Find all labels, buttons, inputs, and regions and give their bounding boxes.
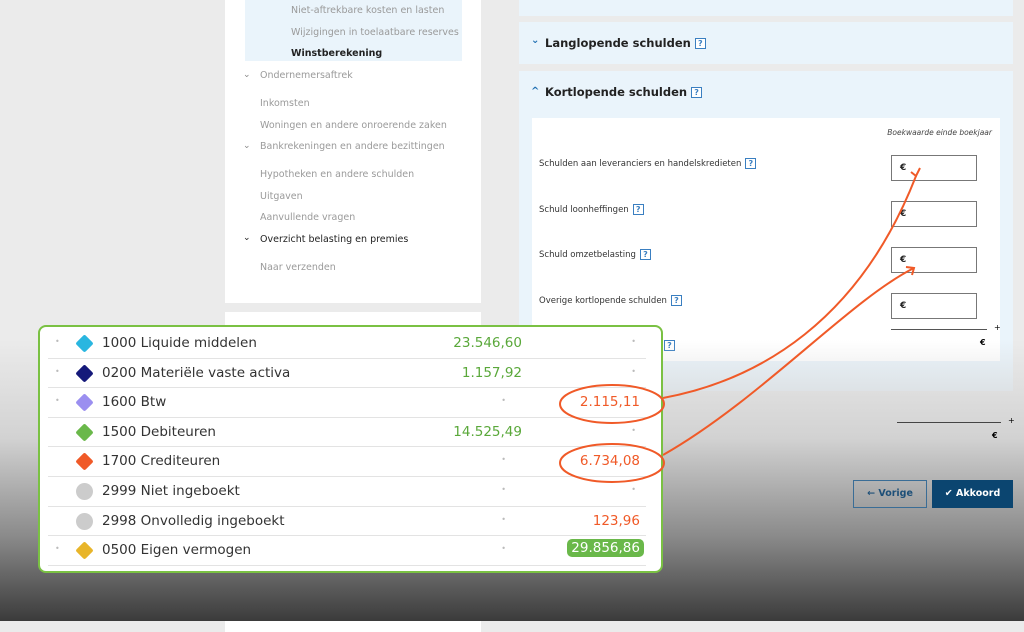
help-icon[interactable]: ? [639, 249, 651, 260]
arrow-btw [662, 175, 917, 399]
dot-icon: • [501, 514, 506, 524]
form-box: Boekwaarde einde boekjaar Schulden aan l… [532, 118, 1001, 361]
account-row[interactable]: • 1000 Liquide middelen 23.546,60 • [48, 329, 646, 359]
section-title: Langlopende schulden [545, 36, 691, 50]
nav-group[interactable]: Bankrekeningen en andere bezittingen [260, 141, 445, 152]
column-header: Boekwaarde einde boekjaar [887, 128, 992, 137]
dot-icon: • [501, 396, 506, 406]
section-panel [519, 0, 1013, 16]
account-row[interactable]: 2998 Onvolledig ingeboekt • 123,96 [48, 507, 646, 537]
diamond-icon [75, 334, 94, 353]
field-label: Schuld loonheffingen [539, 205, 629, 215]
chevron-down-icon: ⌄ [243, 141, 251, 151]
field-label: Overige kortlopende schulden [539, 296, 667, 306]
account-name: 1600 Btw [102, 394, 167, 411]
dot-icon: • [501, 485, 506, 494]
dot-icon: • [631, 485, 636, 494]
nav-item[interactable]: Wijzigingen in toelaatbare reserves [291, 27, 459, 38]
help-icon[interactable]: ? [694, 38, 706, 49]
help-icon[interactable]: ? [745, 158, 757, 169]
nav-group[interactable]: Overzicht belasting en premies [260, 234, 409, 245]
arrowhead [910, 167, 921, 178]
sidebar-nav: Niet-aftrekbare kosten en lasten Wijzigi… [225, 0, 481, 303]
plus-sign: + [1008, 416, 1015, 425]
nav-item[interactable]: Hypotheken en andere schulden [260, 169, 415, 180]
nav-group[interactable]: Ondernemersaftrek [260, 70, 353, 81]
account-row[interactable]: 1700 Crediteuren • 6.734,08 [48, 447, 646, 477]
account-name: 2998 Onvolledig ingeboekt [102, 512, 285, 529]
account-name: 1500 Debiteuren [102, 423, 216, 440]
credit-value: 6.734,08 [579, 453, 640, 470]
chevron-down-icon: ⌄ [243, 70, 251, 80]
nav-item-active[interactable]: Winstberekening [291, 48, 383, 59]
dot-icon: • [55, 396, 60, 406]
field-label: Schuld omzetbelasting [539, 250, 636, 260]
diamond-icon [75, 541, 94, 560]
nav-highlight [245, 0, 462, 61]
circle-icon [76, 483, 93, 500]
dot-icon: • [55, 366, 60, 376]
field-label: Schulden aan leveranciers en handelskred… [539, 159, 742, 169]
nav-item[interactable]: Naar verzenden [260, 262, 336, 273]
omzetbelasting-input[interactable]: € [891, 247, 977, 273]
account-row[interactable]: • 0500 Eigen vermogen • 29.856,86 [48, 536, 646, 566]
overige-input[interactable]: € [891, 293, 977, 319]
loonheffingen-input[interactable]: € [891, 201, 977, 227]
section-langlopende-schulden[interactable]: ⌄ Langlopende schulden? [519, 22, 1013, 64]
account-name: 0500 Eigen vermogen [102, 542, 252, 559]
nav-item[interactable]: Aanvullende vragen [260, 212, 356, 223]
nav-item[interactable]: Niet-aftrekbare kosten en lasten [291, 5, 445, 16]
section-title: Kortlopende schulden [545, 85, 688, 99]
help-icon[interactable]: ? [691, 87, 703, 98]
account-row[interactable]: 2999 Niet ingeboekt • • [48, 477, 646, 507]
leveranciers-input[interactable]: € [891, 155, 977, 181]
sum-line [891, 329, 987, 330]
diamond-icon [75, 423, 94, 442]
nav-item[interactable]: Woningen en andere onroerende zaken [260, 120, 447, 131]
dot-icon: • [501, 455, 506, 465]
account-row[interactable]: 1500 Debiteuren 14.525,49 • [48, 418, 646, 448]
plus-sign: + [994, 323, 1001, 332]
diamond-icon [75, 363, 94, 383]
debit-value: 23.546,60 [453, 335, 522, 351]
credit-value: 2.115,11 [579, 394, 640, 411]
dot-icon: • [631, 425, 636, 435]
account-name: 1700 Crediteuren [102, 453, 221, 470]
arrow-crediteuren [662, 267, 915, 456]
chevron-down-icon: ⌄ [243, 233, 251, 243]
account-row[interactable]: • 0200 Materiële vaste activa 1.157,92 • [48, 359, 646, 389]
ledger-card: • 1000 Liquide middelen 23.546,60 • • 0200 Ma… [38, 325, 663, 573]
arrowhead [905, 266, 916, 276]
credit-value: 29.856,86 [567, 539, 644, 558]
dot-icon: • [55, 544, 60, 554]
grand-total: € [992, 431, 998, 440]
account-name: 1000 Liquide middelen [102, 335, 257, 351]
account-name: 0200 Materiële vaste activa [102, 364, 291, 381]
help-icon[interactable]: ? [632, 204, 644, 215]
debit-value: 14.525,49 [453, 423, 522, 440]
nav-item[interactable]: Inkomsten [260, 98, 310, 109]
dot-icon: • [631, 366, 636, 376]
chevron-up-icon[interactable]: ^ [531, 86, 540, 97]
diamond-icon [75, 393, 94, 412]
prev-button[interactable]: ← Vorige [853, 480, 927, 508]
account-name: 2999 Niet ingeboekt [102, 483, 240, 499]
diamond-icon [75, 452, 94, 472]
credit-value: 123,96 [592, 512, 640, 529]
debit-value: 1.157,92 [461, 364, 522, 381]
akkoord-button[interactable]: ✔ Akkoord [932, 480, 1013, 508]
help-icon[interactable]: ? [670, 295, 682, 306]
dot-icon: • [55, 337, 60, 346]
dot-icon: • [631, 337, 636, 346]
dot-icon: • [501, 544, 506, 554]
nav-item[interactable]: Uitgaven [260, 191, 303, 202]
account-row[interactable]: • 1600 Btw • 2.115,11 [48, 388, 646, 418]
chevron-down-icon: ⌄ [531, 35, 540, 46]
circle-icon [76, 512, 93, 530]
sum-line [897, 422, 1001, 423]
